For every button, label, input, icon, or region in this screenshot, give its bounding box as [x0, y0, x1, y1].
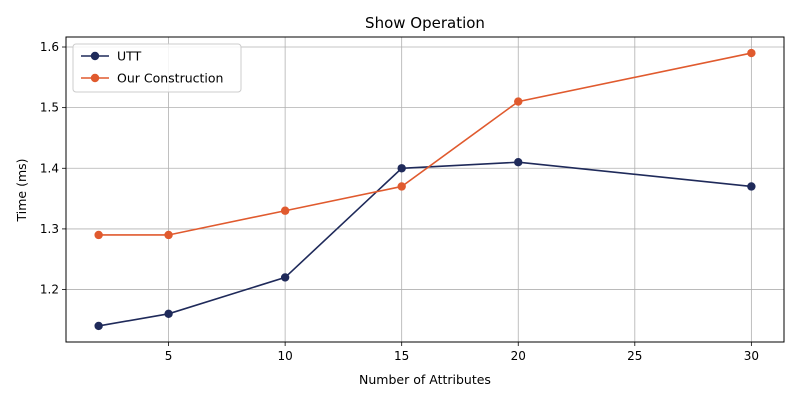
- legend-marker: [90, 73, 100, 83]
- series-line-our-construction: [98, 52, 752, 236]
- data-point-utt: [747, 182, 756, 191]
- legend-marker: [90, 51, 100, 61]
- y-tick-label: 1.2: [40, 283, 59, 297]
- data-point-utt: [514, 158, 523, 167]
- x-tick-label: 25: [627, 349, 642, 363]
- y-tick-label: 1.3: [40, 222, 59, 236]
- x-tick-label: 10: [277, 349, 292, 363]
- x-tick-label: 15: [394, 349, 409, 363]
- data-point-utt: [164, 309, 173, 319]
- y-tick-label: 1.5: [40, 101, 59, 115]
- y-tick-label: 1.4: [40, 161, 59, 175]
- legend: UTT Our Construction: [72, 43, 242, 93]
- chart-title: Show Operation: [365, 14, 485, 32]
- data-point-our-construction: [94, 230, 103, 240]
- data-point-our-construction: [164, 230, 173, 240]
- data-point-our-construction: [397, 182, 406, 191]
- x-tick-label: 20: [511, 349, 526, 363]
- data-point-our-construction: [280, 206, 290, 215]
- legend-label: Our Construction: [117, 71, 223, 86]
- x-tick-label: 5: [165, 349, 173, 363]
- data-point-our-construction: [514, 97, 523, 106]
- data-point-utt: [280, 273, 290, 282]
- x-tick-label: 30: [744, 349, 759, 363]
- legend-label: UTT: [117, 49, 142, 64]
- series-layer: [94, 48, 756, 331]
- data-point-utt: [94, 321, 103, 331]
- x-axis-label: Number of Attributes: [359, 372, 491, 387]
- x-axis-ticks: 5 10 15 20 25 30: [165, 342, 759, 363]
- y-axis-ticks: 1.2 1.3 1.4 1.5 1.6: [40, 40, 66, 297]
- y-axis-label: Time (ms): [14, 158, 29, 222]
- y-tick-label: 1.6: [40, 40, 59, 54]
- legend-box: [72, 43, 242, 93]
- plot-frame: [65, 36, 785, 343]
- data-point-our-construction: [747, 48, 756, 58]
- data-point-utt: [397, 164, 406, 173]
- series-line-utt: [98, 161, 752, 327]
